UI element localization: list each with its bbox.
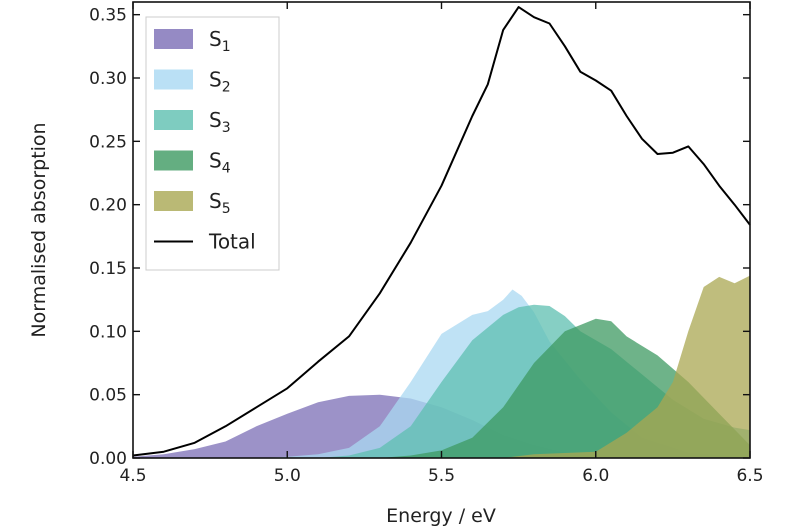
legend: S1 S2 S3 S4 S5 Total (145, 16, 280, 271)
x-tick-label: 6.0 (582, 466, 609, 486)
legend-label: S5 (209, 189, 231, 217)
legend-label: Total (208, 230, 256, 254)
legend-item-s5: S5 (154, 189, 231, 217)
legend-item-s3: S3 (154, 108, 231, 136)
area-s5 (503, 275, 750, 458)
legend-swatch (154, 29, 193, 49)
line-total (132, 6, 751, 457)
y-tick-label: 0.30 (89, 69, 127, 89)
x-tick-label: 4.5 (119, 466, 146, 486)
legend-swatch (154, 150, 193, 171)
y-tick-label: 0.20 (89, 196, 127, 216)
legend-swatch (154, 69, 193, 90)
legend-item-total: Total (154, 230, 256, 254)
legend-item-s4: S4 (154, 149, 231, 177)
x-axis-label: Energy / eV (386, 505, 496, 527)
y-axis: 0.00 0.05 0.10 0.15 0.20 0.25 0.30 0.35 (89, 6, 750, 469)
legend-swatch (154, 110, 193, 130)
line-series-group (132, 6, 751, 457)
legend-item-s1: S1 (154, 27, 231, 55)
legend-label: S2 (209, 68, 231, 96)
y-tick-label: 0.25 (89, 132, 127, 152)
legend-label: S3 (209, 108, 231, 136)
legend-label: S4 (209, 149, 231, 177)
x-tick-label: 5.0 (274, 466, 301, 486)
y-tick-label: 0.15 (89, 259, 127, 279)
y-tick-label: 0.35 (89, 6, 127, 26)
legend-label: S1 (209, 27, 231, 55)
legend-item-s2: S2 (154, 68, 231, 96)
x-tick-label: 5.5 (428, 466, 455, 486)
x-tick-label: 6.5 (736, 466, 763, 486)
legend-frame (145, 16, 280, 271)
y-tick-label: 0.10 (89, 322, 127, 342)
legend-swatch (154, 191, 193, 211)
y-axis-label: Normalised absorption (28, 122, 50, 337)
y-tick-label: 0.00 (89, 449, 127, 469)
area-series-group (133, 275, 750, 458)
x-axis: 4.5 5.0 5.5 6.0 6.5 (119, 2, 764, 486)
y-tick-label: 0.05 (89, 386, 127, 406)
